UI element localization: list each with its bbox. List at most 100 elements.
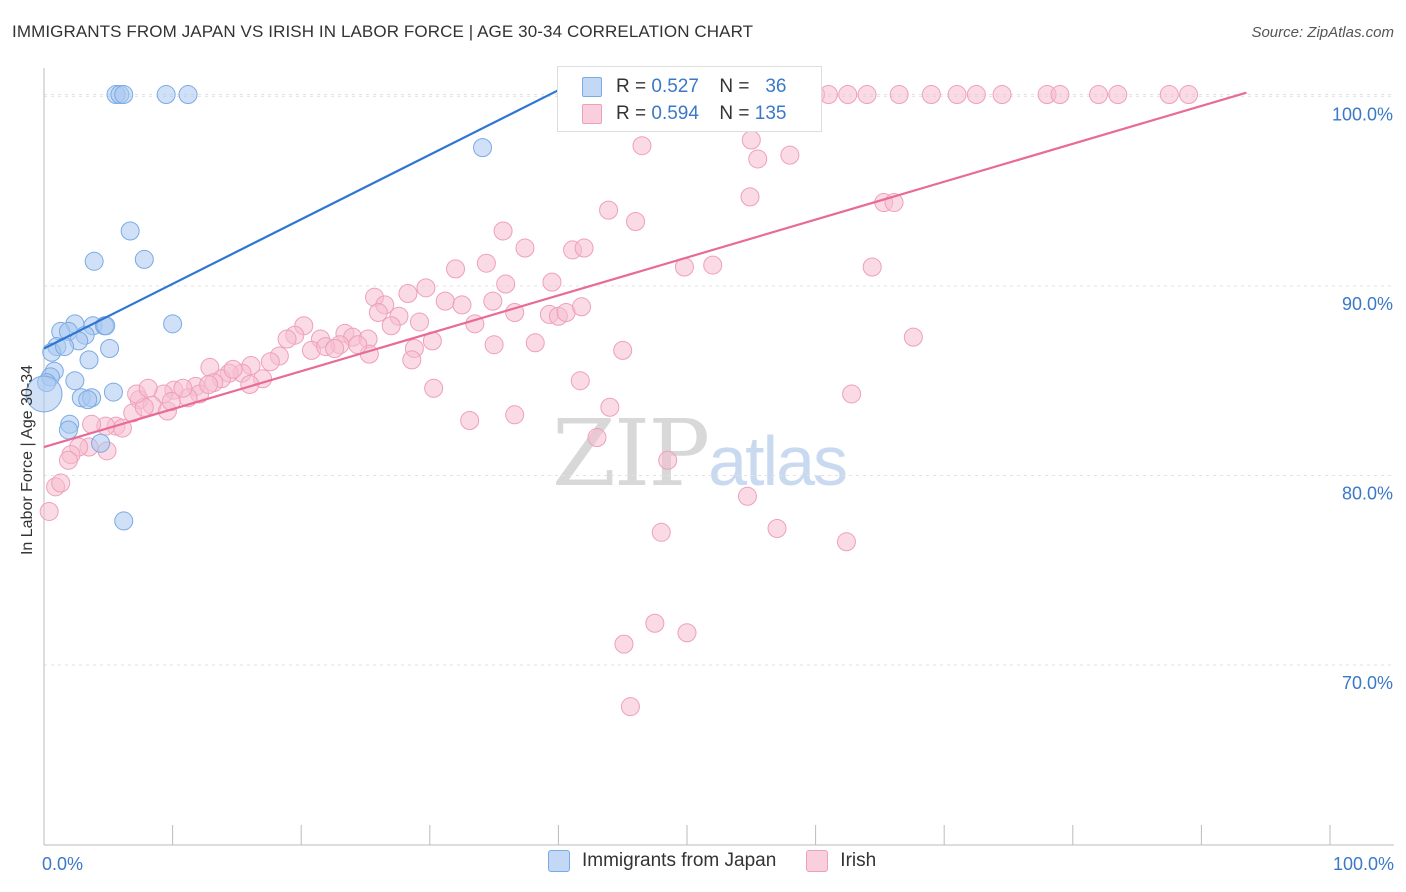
irish-point [574,238,594,258]
irish-point [223,359,243,379]
irish-point [398,284,418,304]
irish-point [505,405,525,425]
irish-point [424,378,444,398]
irish-point [570,371,590,391]
series-legend-swatch-irish [806,850,829,872]
irish-point [599,200,619,220]
irish-point [368,302,388,322]
irish-trend-line [43,91,1247,449]
irish-point [1159,85,1179,105]
japan-point [58,420,78,440]
irish-point [838,85,858,105]
watermark: ZIPatlas [552,400,848,507]
japan-point [25,375,63,413]
japan-trend-line [43,85,566,350]
irish-point [842,384,862,404]
irish-point [173,378,193,398]
legend-japan-r: 0.527 [651,76,699,97]
irish-point [39,501,59,521]
tick-labels: 70.0% 80.0% 90.0% 100.0% 0.0% 100.0% [42,104,1394,874]
irish-point [199,374,219,394]
correlation-legend: R = 0.527 N = 36 R = 0.594 N = 135 [557,66,822,132]
irish-point [889,85,909,105]
series-legend-irish: Irish [840,850,877,871]
irish-point [460,410,480,430]
irish-point [737,486,757,506]
irish-point [862,257,882,277]
source-label: Source: ZipAtlas.com [1251,24,1394,41]
irish-point [138,378,158,398]
irish-point [446,259,466,279]
irish-point [483,291,503,311]
irish-point [542,272,562,292]
irish-point [626,212,646,232]
watermark-zip: ZIP [552,400,710,507]
irish-point [903,327,923,347]
irish-point [947,85,967,105]
japan-point [78,390,98,410]
irish-point [645,613,665,633]
irish-point [748,149,768,169]
y-tick-label: 100.0% [1332,104,1393,124]
legend-n-label: N = [719,103,750,124]
irish-point [260,352,280,372]
irish-point [741,130,761,150]
japan-point [103,382,123,402]
legend-japan-n: 36 [765,76,787,97]
watermark-atlas: atlas [708,422,848,500]
series-legend: Immigrants from Japan Irish [548,850,876,872]
irish-point [818,85,838,105]
irish-point [515,238,535,258]
japan-points [25,85,493,531]
irish-point [1108,85,1128,105]
japan-point [91,433,111,453]
japan-point [84,251,104,271]
irish-point [1179,85,1199,105]
japan-point [178,85,198,105]
irish-point [600,397,620,417]
irish-point [677,623,697,643]
irish-point [435,291,455,311]
legend-irish-r: 0.594 [651,103,699,124]
japan-point [134,249,154,269]
y-tick-label: 80.0% [1342,483,1393,503]
irish-point [484,335,504,355]
japan-point [79,350,99,370]
series-legend-japan: Immigrants from Japan [582,850,777,871]
irish-point [651,522,671,542]
irish-point [277,329,297,349]
irish-point [1089,85,1109,105]
irish-point [966,85,986,105]
irish-point [410,312,430,332]
irish-point [58,450,78,470]
irish-point [587,428,607,448]
irish-point [525,333,545,353]
trend-lines [43,85,1247,449]
irish-point [572,297,592,317]
y-axis-label: In Labor Force | Age 30-34 [19,364,36,556]
x-tick-label: 100.0% [1333,854,1394,874]
japan-point [65,371,85,391]
irish-point [921,85,941,105]
japan-point [156,85,176,105]
irish-point [836,532,856,552]
japan-point [163,314,183,334]
irish-point [614,634,634,654]
japan-point [114,511,134,531]
irish-point [620,697,640,717]
irish-point [1050,85,1070,105]
irish-point [452,295,472,315]
legend-n-label: N = [719,76,750,97]
irish-point [740,187,760,207]
irish-point [992,85,1012,105]
chart-title: IMMIGRANTS FROM JAPAN VS IRISH IN LABOR … [12,22,754,41]
irish-point [703,255,723,275]
irish-point [381,316,401,336]
japan-point [100,338,120,358]
irish-point [780,145,800,165]
irish-point [402,350,422,370]
japan-point [120,221,140,241]
legend-swatch-japan [582,77,602,97]
irish-point [767,519,787,539]
